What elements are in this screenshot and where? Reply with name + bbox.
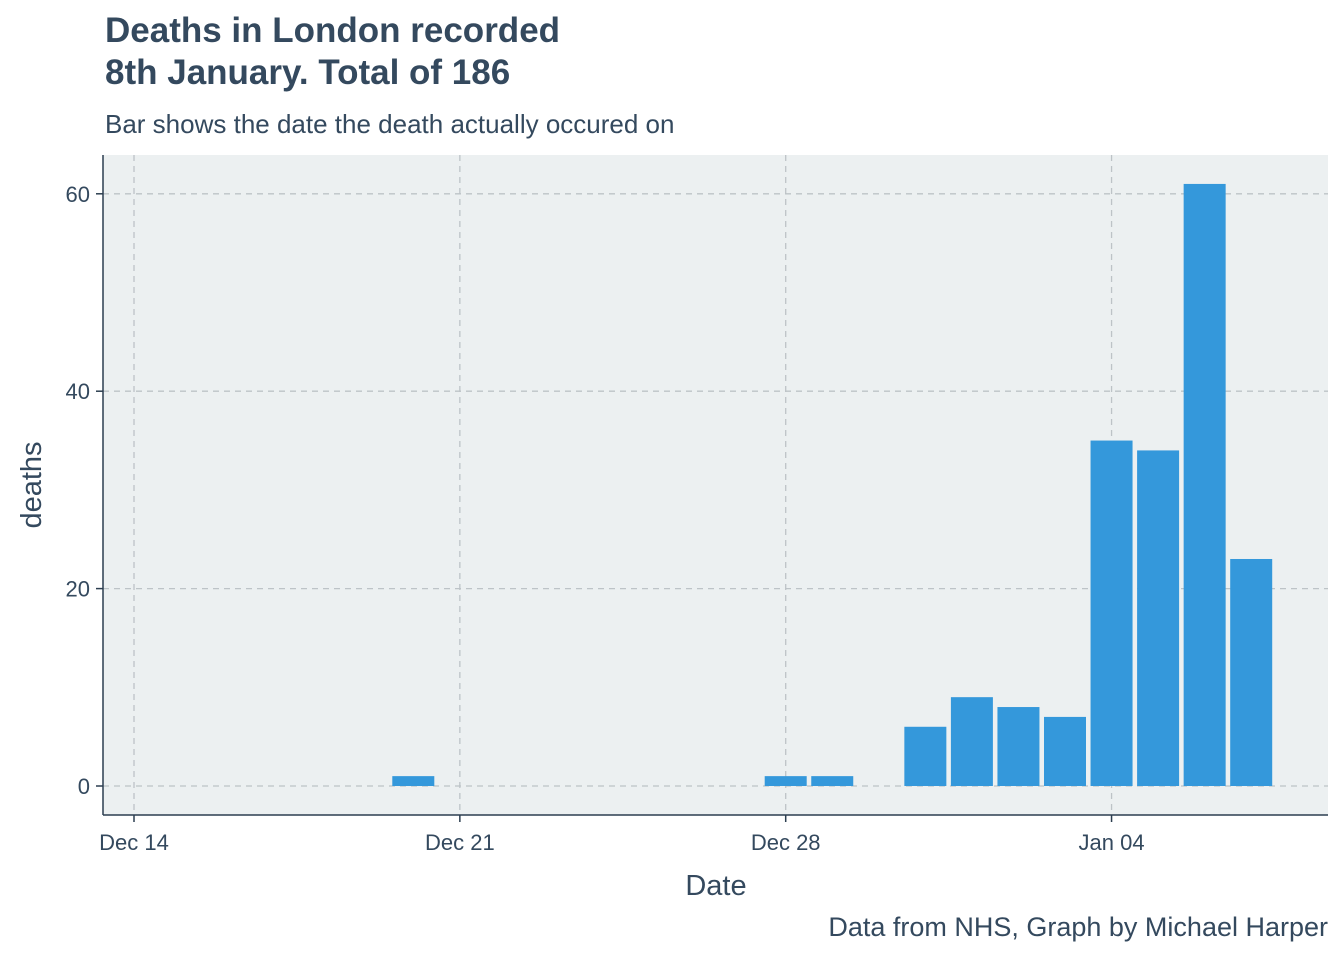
bar xyxy=(1137,450,1180,786)
x-tick-label: Jan 04 xyxy=(1079,830,1145,855)
x-tick-label: Dec 28 xyxy=(751,830,821,855)
x-tick-label: Dec 21 xyxy=(425,830,495,855)
y-tick-label: 60 xyxy=(66,182,90,207)
chart-title-line-1: Deaths in London recorded xyxy=(105,11,561,50)
x-tick-label: Dec 14 xyxy=(99,830,169,855)
x-axis-title: Date xyxy=(685,870,746,902)
bar xyxy=(1044,716,1086,786)
bar xyxy=(904,726,947,786)
y-tick-label: 20 xyxy=(66,577,90,602)
bar xyxy=(811,776,854,786)
chart-title-line-2: 8th January. Total of 186 xyxy=(105,53,511,92)
chart-subtitle: Bar shows the date the death actually oc… xyxy=(105,109,675,139)
x-axis-ticks: Dec 14 Dec 21 Dec 28 Jan 04 xyxy=(99,815,1145,855)
bar xyxy=(1230,558,1273,786)
bars xyxy=(392,183,1273,786)
bar xyxy=(764,776,807,786)
chart-caption: Data from NHS, Graph by Michael Harper xyxy=(828,912,1328,942)
bar xyxy=(1183,183,1226,786)
bar xyxy=(997,707,1040,786)
chart-title: Deaths in London recorded 8th January. T… xyxy=(105,10,560,94)
y-axis-ticks: 0 20 40 60 xyxy=(66,182,103,799)
bar xyxy=(1090,440,1133,786)
bar xyxy=(950,697,993,786)
y-tick-label: 0 xyxy=(78,774,90,799)
y-axis-title: deaths xyxy=(16,441,48,528)
y-tick-label: 40 xyxy=(66,379,90,404)
bar xyxy=(392,776,435,786)
